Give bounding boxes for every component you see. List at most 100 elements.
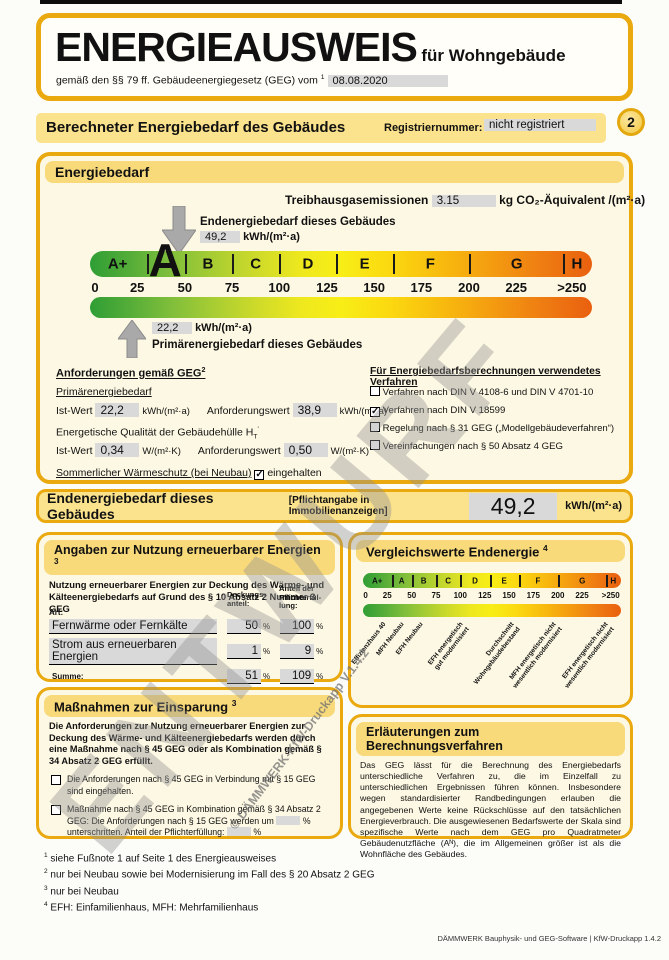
footnote-text: EFH: Einfamilienhaus, MFH: Mehrfamilienh… bbox=[50, 902, 259, 914]
ghg-label: Treibhausgasemissionen bbox=[285, 193, 429, 207]
end-energy-value: 49,2 bbox=[200, 231, 240, 243]
percent-sign: % bbox=[316, 647, 324, 656]
ist2-label: Ist-Wert bbox=[56, 445, 93, 457]
measures-item-1: Die Anforderungen nach § 45 GEG in Verbi… bbox=[51, 774, 330, 797]
mini-scale-tick: 175 bbox=[526, 591, 540, 600]
scale-tick: 150 bbox=[363, 280, 385, 295]
summer-protection-value: eingehalten bbox=[267, 467, 322, 479]
mini-scale-letter: D bbox=[472, 576, 478, 585]
comparison-labels: Effizienzhaus 40 MFH Neubau EFH Neubau E… bbox=[350, 621, 621, 696]
mini-scale-tick: 200 bbox=[551, 591, 565, 600]
sum-coverage: 51 bbox=[227, 669, 261, 684]
comparison-scale-numbers: 0 25 50 75 100 125 150 175 200 225 >250 bbox=[363, 591, 621, 601]
footnote: 2 nur bei Neubau sowie bei Modernisierun… bbox=[44, 865, 374, 881]
requirements-footnote-marker: 2 bbox=[201, 366, 206, 374]
method-checkbox-1: ✓ bbox=[370, 406, 380, 417]
envelope-quality-prime: ' bbox=[257, 426, 259, 433]
renewables-sum-row: Summe: 51% 109% bbox=[49, 669, 330, 684]
scale-tick: 50 bbox=[177, 280, 193, 295]
method-label-3: Vereinfachungen nach § 50 Absatz 4 GEG bbox=[382, 441, 563, 452]
header-box: ENERGIEAUSWEIS für Wohngebäude gemäß den… bbox=[36, 13, 633, 101]
row-art-0: Fernwärme oder Fernkälte bbox=[49, 619, 217, 634]
renewables-title-text: Angaben zur Nutzung erneuerbarer Energie… bbox=[54, 543, 321, 557]
primary-energy-unit: kWh/(m²·a) bbox=[195, 322, 252, 334]
scale-letter-c: C bbox=[250, 255, 262, 273]
ghg-value: 3.15 bbox=[431, 195, 496, 207]
measures-item-1-label: Die Anforderungen nach § 45 GEG in Verbi… bbox=[67, 774, 316, 796]
ist-value: 22,2 bbox=[95, 403, 140, 417]
anf-label: Anforderungswert bbox=[206, 405, 290, 417]
footnote-marker: 3 bbox=[44, 884, 48, 892]
footnote: 1 siehe Fußnote 1 auf Seite 1 des Energi… bbox=[44, 849, 374, 865]
percent-sign: % bbox=[316, 622, 324, 631]
percent-sign: % bbox=[263, 622, 271, 631]
end-energy-label: Endenergiebedarf dieses Gebäudes bbox=[200, 216, 396, 228]
renewables-title: Angaben zur Nutzung erneuerbarer Energie… bbox=[44, 540, 335, 576]
banner-label: Endenergiebedarf dieses Gebäudes bbox=[47, 490, 214, 522]
comparison-title-text: Vergleichswerte Endenergie bbox=[366, 544, 540, 560]
mini-scale-tick: >250 bbox=[601, 591, 620, 600]
page-number-badge: 2 bbox=[617, 108, 645, 136]
renewables-row: Strom aus erneuerbaren Energien 1% 9% bbox=[49, 638, 330, 665]
law-footnote-marker: 1 bbox=[320, 74, 325, 81]
summer-protection-label: Sommerlicher Wärmeschutz (bei Neubau) bbox=[56, 467, 252, 479]
summer-protection-checkbox: ✓ bbox=[254, 469, 265, 480]
anf2-label: Anforderungswert bbox=[197, 445, 281, 457]
footnotes: 1 siehe Fußnote 1 auf Seite 1 des Energi… bbox=[44, 849, 374, 914]
energiebedarf-box: Energiebedarf Treibhausgasemissionen 3.1… bbox=[36, 152, 645, 484]
footer-text: DÄMMWERK Bauphysik- und GEG-Software | K… bbox=[437, 934, 661, 943]
requirements-title: Anforderungen gemäß GEG2 bbox=[56, 366, 205, 380]
mini-scale-letter: A+ bbox=[371, 576, 383, 585]
comparison-box: Vergleichswerte Endenergie 4 A+ A B C D … bbox=[348, 532, 633, 708]
ist2-unit: W/(m²·K) bbox=[142, 446, 181, 457]
scale-tick: 75 bbox=[224, 280, 240, 295]
scale-letter-b: B bbox=[202, 255, 214, 273]
measures-title: Maßnahmen zur Einsparung 3 bbox=[44, 695, 335, 718]
comparison-scale: A+ A B C D E F G H bbox=[363, 573, 621, 588]
footnote-text: siehe Fußnote 1 auf Seite 1 des Energiea… bbox=[50, 853, 277, 865]
explanation-title: Erläuterungen zum Berechnungsverfahren bbox=[356, 722, 625, 756]
envelope-quality-pre: Energetische Qualität der Gebäudehülle H bbox=[56, 426, 254, 439]
renewables-box: Angaben zur Nutzung erneuerbarer Energie… bbox=[36, 532, 343, 684]
scale-numbers: 0 25 50 75 100 125 150 175 200 225 >250 bbox=[90, 280, 592, 295]
section-bar: Berechneter Energiebedarf des Gebäudes R… bbox=[36, 113, 606, 143]
measures-box: Maßnahmen zur Einsparung 3 Die Anforderu… bbox=[36, 687, 343, 839]
mini-scale-tick: 150 bbox=[502, 591, 516, 600]
ghg-unit: kg CO₂-Äquivalent /(m²·a) bbox=[499, 193, 646, 207]
mini-scale-letter: E bbox=[501, 576, 507, 585]
measures-footnote-marker: 3 bbox=[231, 698, 237, 708]
energiebedarf-title: Energiebedarf bbox=[45, 161, 624, 183]
footnote-text: nur bei Neubau bbox=[50, 885, 119, 897]
method-checkbox-0 bbox=[370, 386, 380, 396]
percent-sign: % bbox=[263, 672, 271, 681]
mini-scale-tick: 225 bbox=[575, 591, 589, 600]
prim-heading: Primärenergiebedarf bbox=[56, 386, 152, 398]
footnote-marker: 1 bbox=[44, 852, 48, 859]
scale-tick: 100 bbox=[268, 280, 291, 295]
footnote: 4 EFH: Einfamilienhaus, MFH: Mehrfamilie… bbox=[44, 898, 374, 914]
geg-date-value: 08.08.2020 bbox=[327, 74, 448, 87]
method-title: Für Energiebedarfsberechnungen verwendet… bbox=[370, 366, 601, 388]
banner-value: 49,2 bbox=[469, 492, 558, 520]
scale-tick: 225 bbox=[505, 280, 528, 295]
page-number: 2 bbox=[627, 114, 635, 130]
scale-tick: 200 bbox=[458, 280, 480, 295]
energy-class-scale: A+ A B C D E F G H bbox=[90, 234, 592, 286]
end-energy-unit: kWh/(m²·a) bbox=[243, 231, 300, 243]
registration-label: Registriernummer: bbox=[384, 122, 483, 134]
scale-letter-d: D bbox=[302, 255, 314, 273]
method-checkbox-3 bbox=[370, 440, 380, 450]
page-title: ENERGIEAUSWEIS bbox=[55, 24, 418, 70]
anf-value: 38,9 bbox=[292, 403, 337, 417]
end-energy-banner: Endenergiebedarf dieses Gebäudes [Pflich… bbox=[36, 489, 633, 523]
method-label-2: Regelung nach § 31 GEG („Modellgebäudeve… bbox=[382, 423, 615, 434]
mini-scale-letter: F bbox=[535, 576, 541, 585]
scale-tick: 25 bbox=[129, 280, 145, 295]
method-item: Regelung nach § 31 GEG („Modellgebäudeve… bbox=[370, 420, 614, 438]
blank-field bbox=[276, 815, 301, 825]
mini-scale-letter: C bbox=[445, 576, 452, 585]
comparison-footnote-marker: 4 bbox=[543, 543, 548, 553]
row-art-1: Strom aus erneuerbaren Energien bbox=[49, 638, 217, 665]
requirements-title-text: Anforderungen gemäß GEG bbox=[56, 367, 202, 380]
method-label-0: Verfahren nach DIN V 4108-6 und DIN V 47… bbox=[382, 387, 594, 398]
